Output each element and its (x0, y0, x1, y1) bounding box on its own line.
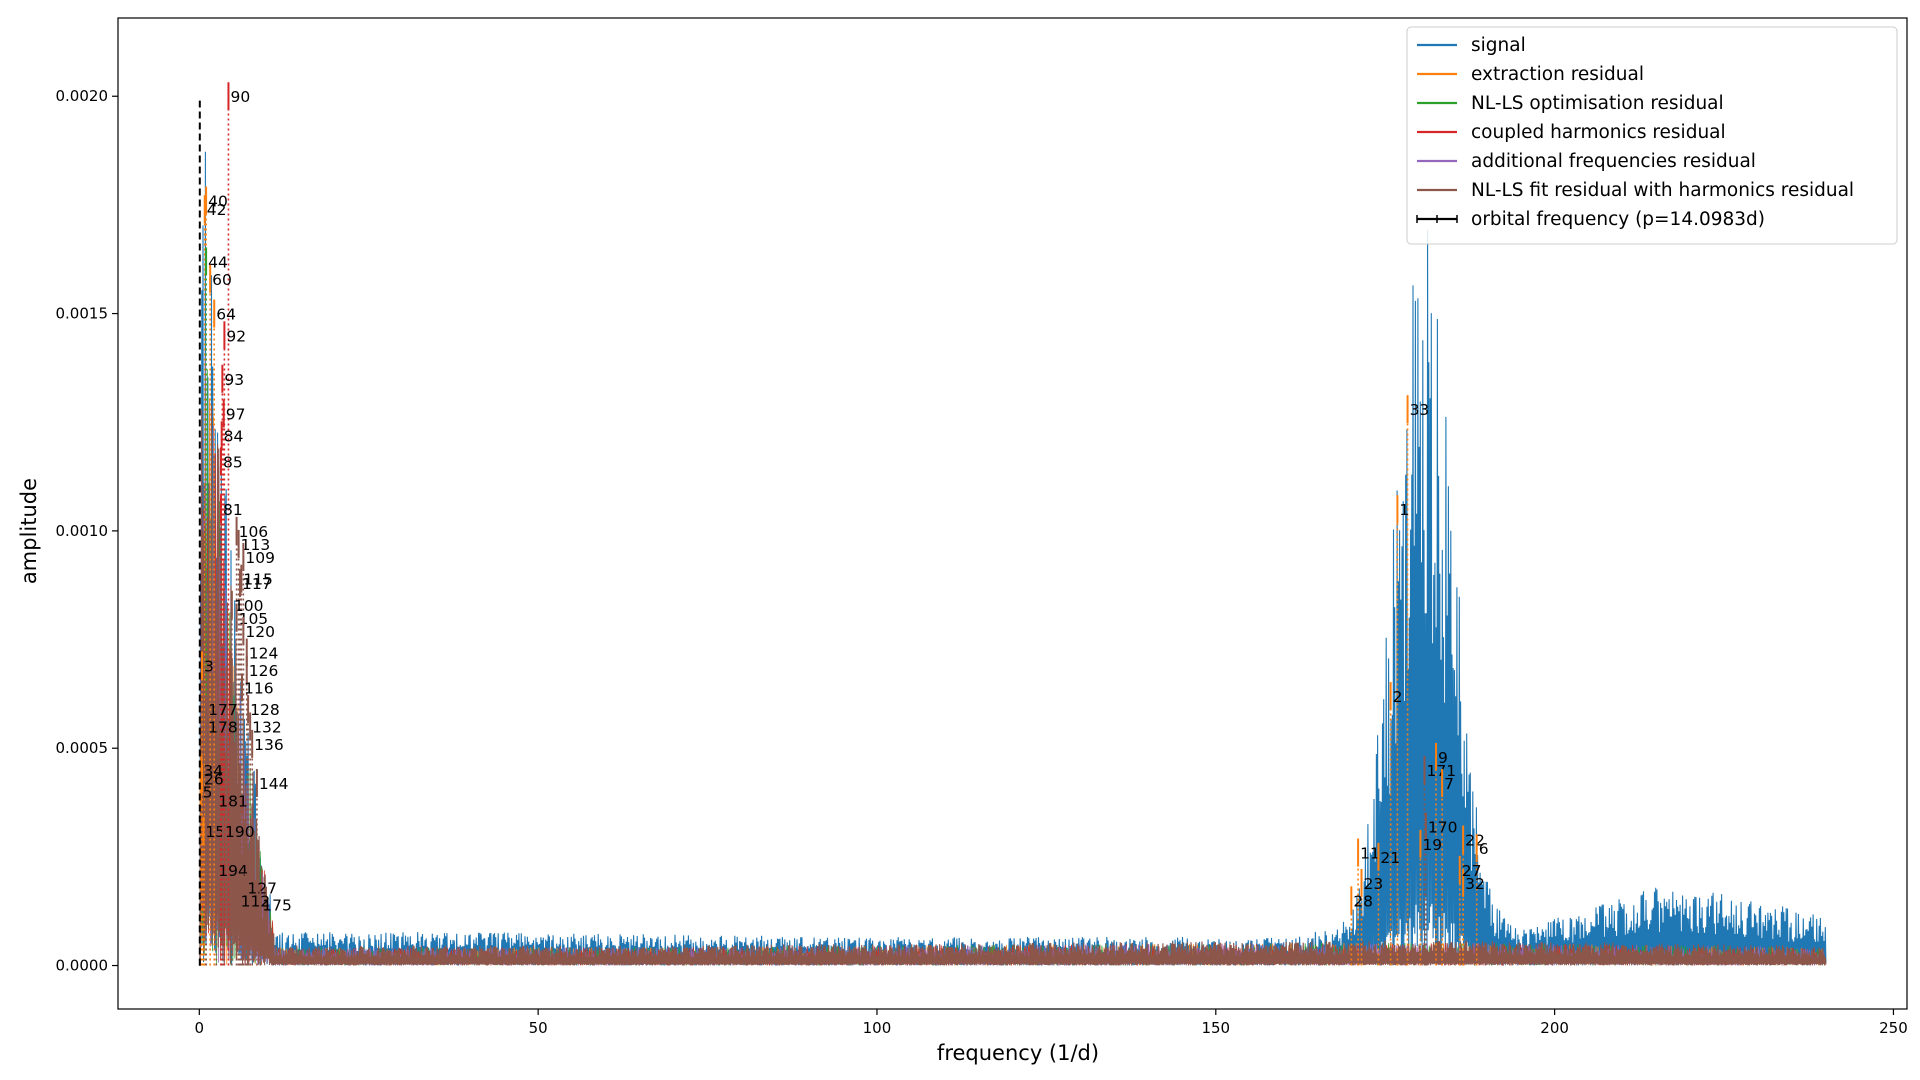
peak-label: 177 (208, 701, 238, 719)
peak-label: 181 (218, 792, 248, 810)
axes: 0 50 100 150 200 250 0.0000 0.0005 0.0010 0.0015 0… (56, 17, 1908, 1037)
peak-label: 19 (1422, 836, 1442, 854)
peak-label: 190 (225, 823, 255, 841)
x-tick-label: 0 (195, 1019, 205, 1037)
peak-label: 93 (224, 371, 244, 389)
x-tick-label: 150 (1201, 1019, 1230, 1037)
peak-label: 27 (1462, 862, 1482, 880)
y-tick-label: 0.0015 (56, 305, 109, 323)
peak-label: 109 (245, 549, 275, 567)
peak-label: 126 (249, 662, 279, 680)
plot-area: 9040424460649293978485811061131091151171… (198, 82, 1827, 967)
peak-label: 28 (1353, 892, 1373, 910)
peak-label: 21 (1380, 849, 1400, 867)
peak-label: 178 (208, 718, 238, 736)
x-tick-label: 250 (1879, 1019, 1908, 1037)
peak-label: 132 (252, 718, 282, 736)
x-tick-label: 50 (529, 1019, 548, 1037)
legend: signal extraction residual NL-LS optimisat… (1406, 26, 1898, 245)
y-tick-label: 0.0010 (56, 522, 109, 540)
peak-label: 3 (204, 658, 214, 676)
legend-entry-label: NL-LS fit residual with harmonics residu… (1471, 180, 1854, 201)
peak-label: 22 (1465, 831, 1485, 849)
peak-label: 32 (1465, 875, 1485, 893)
peak-label: 33 (1410, 401, 1430, 419)
peak-label: 92 (226, 327, 246, 345)
peak-label: 60 (212, 271, 232, 289)
legend-entry-label: extraction residual (1471, 64, 1644, 85)
peak-label: 136 (254, 736, 284, 754)
peak-label: 105 (239, 610, 269, 628)
peak-label: 11 (1360, 845, 1380, 863)
x-tick-label: 200 (1540, 1019, 1569, 1037)
legend-entry-label: orbital frequency (p=14.0983d) (1471, 209, 1765, 230)
peak-label: 85 (223, 453, 243, 471)
peak-label: 42 (207, 201, 227, 219)
y-tick-label: 0.0005 (56, 739, 109, 757)
peak-label: 120 (245, 623, 275, 641)
peak-label: 175 (262, 897, 292, 915)
axes-frame (117, 17, 1908, 1010)
peak-label: 116 (244, 679, 274, 697)
peak-label: 128 (250, 701, 280, 719)
peak-label: 26 (204, 771, 224, 789)
peak-label: 112 (241, 892, 271, 910)
legend-entry-label: signal (1471, 35, 1526, 56)
peak-label: 127 (247, 879, 277, 897)
peak-label: 100 (234, 597, 264, 615)
peak-label: 2 (1393, 688, 1403, 706)
y-tick-label: 0.0000 (56, 957, 109, 975)
x-tick-label: 100 (863, 1019, 892, 1037)
legend-entry-label: NL-LS optimisation residual (1471, 93, 1724, 114)
peak-label: 194 (218, 862, 248, 880)
peak-label: 170 (1428, 818, 1458, 836)
peak-label: 124 (249, 645, 279, 663)
peak-label: 1 (1399, 501, 1409, 519)
y-tick-label: 0.0020 (56, 87, 109, 105)
peak-label: 23 (1363, 875, 1383, 893)
peak-label: 144 (259, 775, 289, 793)
peak-label: 6 (1479, 840, 1489, 858)
peak-label: 40 (208, 193, 228, 211)
peak-label: 113 (241, 536, 271, 554)
nlls-fit-residual-with-harmonics-line (199, 405, 1827, 967)
peak-label: 44 (208, 253, 228, 271)
peak-label: 97 (226, 406, 246, 424)
legend-entry-label: coupled harmonics residual (1471, 122, 1726, 143)
peak-label: 5 (203, 784, 213, 802)
peak-label: 115 (243, 571, 273, 589)
peak-label: 81 (223, 501, 243, 519)
peak-label: 15 (205, 823, 225, 841)
y-axis-label: amplitude (17, 478, 41, 584)
peak-label: 64 (216, 306, 236, 324)
legend-entry-label: additional frequencies residual (1471, 151, 1756, 172)
peak-label: 106 (239, 523, 269, 541)
peak-label: 90 (230, 88, 250, 106)
peak-label: 9 (1438, 749, 1448, 767)
legend-box (1406, 26, 1898, 245)
peak-label: 7 (1444, 775, 1454, 793)
peak-label: 34 (203, 762, 223, 780)
peak-label: 84 (224, 427, 244, 445)
x-axis-label: frequency (1/d) (937, 1041, 1099, 1065)
peak-label: 117 (242, 575, 272, 593)
